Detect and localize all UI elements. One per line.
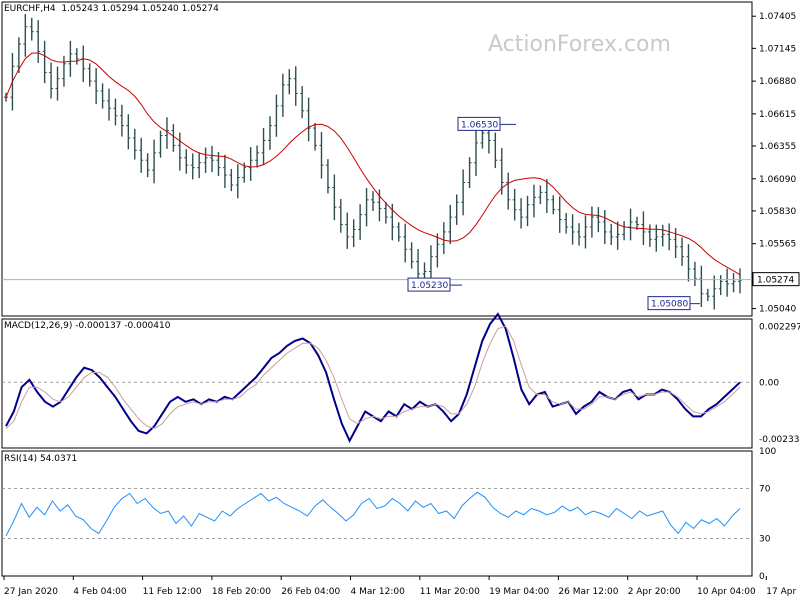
x-tick-label: 4 Mar 12:00 [351,587,406,597]
price-annotation-label: 1.05080 [651,300,688,310]
price-y-tick-label: 1.06615 [759,110,796,120]
watermark-text: ActionForex.com [488,32,671,57]
x-tick-label: 17 Apr 12:00 [766,587,800,597]
macd-signal-line [5,325,741,430]
x-tick-label: 18 Feb 20:00 [212,587,271,597]
rsi-y-tick-label: 0 [759,572,765,582]
rsi-y-tick-label: 30 [759,535,771,545]
price-y-tick-label: 1.06355 [759,142,796,152]
macd-y-tick-label: -0.002336 [759,435,800,445]
price-y-tick-label: 1.05830 [759,207,796,217]
x-tick-label: 26 Feb 04:00 [281,587,340,597]
price-annotation-label: 1.05230 [411,281,448,291]
pane-frame-0 [1,1,753,317]
macd-y-tick-label: 0.002297 [759,322,800,332]
rsi-pane-label: RSI(14) 54.0371 [4,454,78,464]
symbol-label: EURCHF,H4 [4,4,56,14]
price-y-tick-label: 1.06090 [759,175,796,185]
price-annotation-label: 1.06530 [461,120,498,130]
price-y-tick-label: 1.05040 [759,305,796,315]
x-tick-label: 26 Mar 12:00 [558,587,618,597]
current-price-label: 1.05274 [757,276,794,286]
macd-y-tick-label: 0.00 [759,378,779,388]
x-tick-label: 27 Jan 2020 [4,587,58,597]
x-tick-label: 10 Apr 04:00 [697,587,756,597]
x-tick-label: 11 Feb 12:00 [143,587,202,597]
x-tick-label: 19 Mar 04:00 [489,587,549,597]
ohlc-label: 1.05243 1.05294 1.05240 1.05274 [61,4,219,14]
rsi-line [5,491,741,537]
price-y-tick-label: 1.07405 [759,12,796,22]
rsi-y-tick-label: 100 [759,447,776,457]
price-pane-label: EURCHF,H4 1.05243 1.05294 1.05240 1.0527… [4,4,219,14]
pane-frame-2 [1,450,753,577]
x-tick-label: 11 Mar 20:00 [420,587,480,597]
macd-macd-line [5,312,741,443]
moving-average-line [5,52,741,276]
rsi-y-tick-label: 70 [759,485,771,495]
x-tick-label: 2 Apr 20:00 [628,587,681,597]
price-y-tick-label: 1.05565 [759,240,796,250]
x-tick-label: 4 Feb 04:00 [73,587,127,597]
pane-frame-1 [1,318,753,449]
current-price-box [752,272,800,287]
macd-pane-label: MACD(12,26,9) -0.000137 -0.000410 [4,321,171,331]
price-y-tick-label: 1.06880 [759,77,796,87]
price-y-tick-label: 1.07145 [759,44,796,54]
